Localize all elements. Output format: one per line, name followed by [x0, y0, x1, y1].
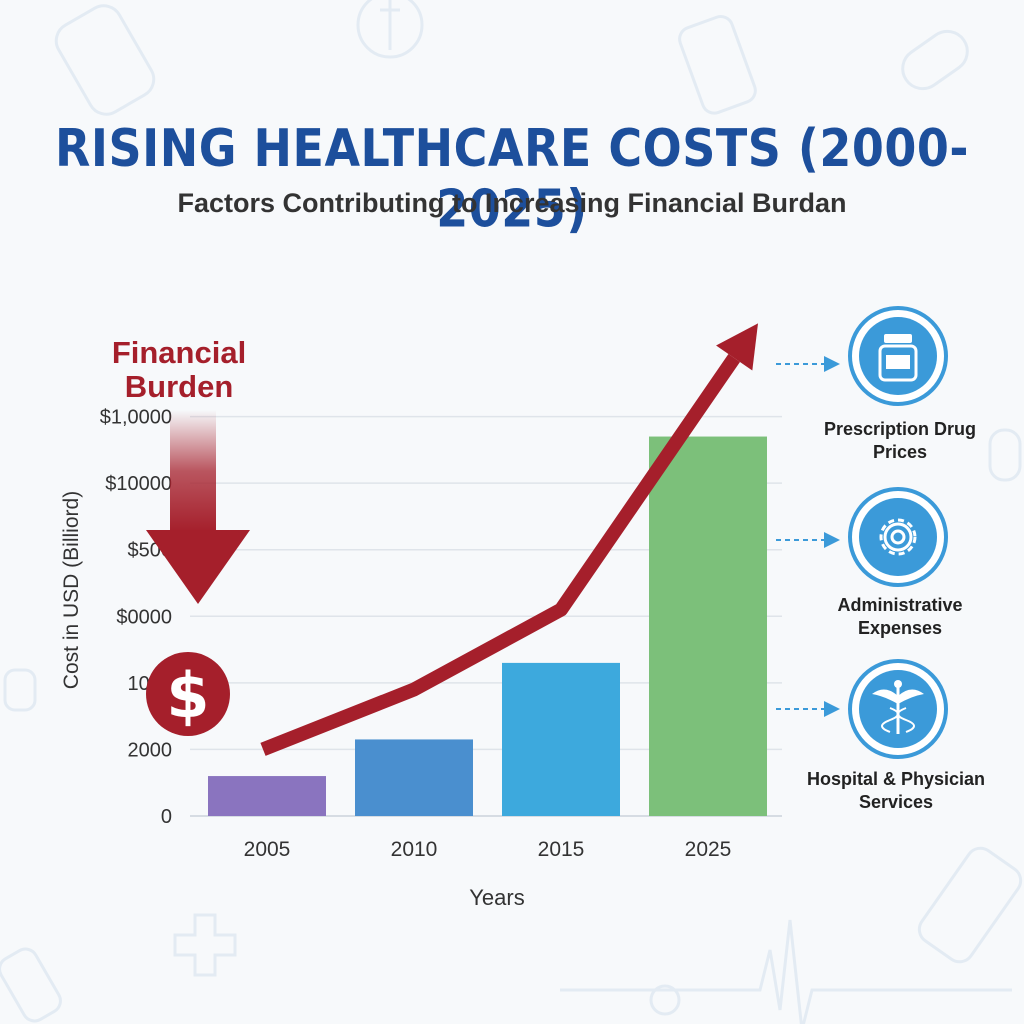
factor-label-prescription: Prescription Drug Prices	[823, 419, 977, 462]
financial-burden-label: Financial Burden	[111, 335, 247, 404]
x-axis-ticks: 2005 2010 2015 2025	[244, 838, 732, 861]
factor-icons	[776, 306, 948, 759]
bars	[208, 436, 767, 816]
x-axis-label: Years	[469, 885, 524, 910]
x-tick-label: 2005	[244, 838, 291, 861]
chart-title: RISING HEALTHCARE COSTS (2000-2025)	[54, 118, 970, 239]
y-tick-label: $0000	[116, 606, 172, 628]
bar-2005	[208, 776, 326, 816]
caduceus-icon	[848, 659, 948, 759]
bar-2010	[355, 739, 473, 816]
dollar-icon: $	[146, 652, 230, 736]
medicine-bottle-icon	[848, 306, 948, 406]
x-tick-label: 2025	[685, 838, 732, 861]
trend-arrowhead	[716, 323, 758, 371]
y-tick-label: 0	[161, 806, 172, 828]
bar-2015	[502, 662, 620, 816]
bar-2025	[649, 436, 767, 816]
y-axis-ticks: 020001000$0000$500$10000$1,0000	[100, 407, 172, 828]
x-tick-label: 2015	[538, 838, 585, 861]
trend-line-path	[260, 354, 740, 756]
gear-icon	[848, 487, 948, 587]
y-tick-label: $1,0000	[100, 407, 172, 429]
y-tick-label: 2000	[128, 739, 173, 761]
y-tick-label: $10000	[105, 473, 172, 495]
financial-burden-arrow	[146, 410, 250, 604]
chart-subtitle: Factors Contributing to Increasing Finan…	[177, 188, 847, 218]
y-axis-label: Cost in USD (Billiord)	[60, 491, 83, 689]
factor-label-hospital: Hospital & Physician Services	[806, 769, 986, 812]
x-tick-label: 2010	[391, 838, 438, 861]
trend-line	[260, 323, 759, 756]
factor-label-administrative: Administrative Expenses	[837, 595, 963, 638]
svg-text:$: $	[166, 659, 209, 732]
